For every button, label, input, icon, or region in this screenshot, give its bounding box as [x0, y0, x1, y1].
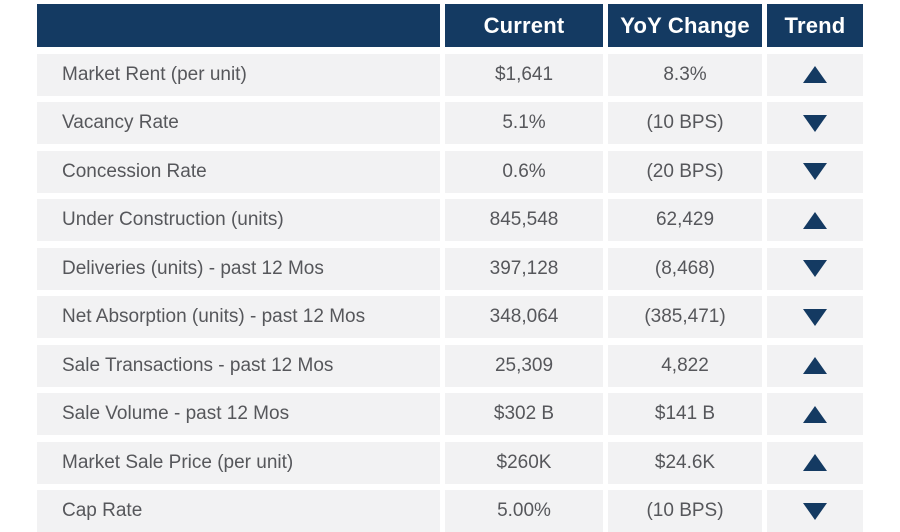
- trend-cell: [767, 344, 863, 387]
- current-value-cell: $302 B: [445, 393, 603, 435]
- trend-cell: [767, 393, 863, 435]
- header-cell-metric: [37, 4, 440, 47]
- trend-up-icon: [803, 211, 827, 229]
- trend-down-icon: [803, 163, 827, 180]
- current-value-cell: 25,309: [445, 344, 603, 387]
- current-value-cell: 5.1%: [445, 102, 603, 144]
- yoy-change-cell: (10 BPS): [608, 102, 762, 144]
- yoy-change-cell: (20 BPS): [608, 150, 762, 193]
- metric-label-cell: Cap Rate: [37, 490, 440, 532]
- metric-label-cell: Market Rent (per unit): [37, 53, 440, 96]
- yoy-change-cell: 62,429: [608, 199, 762, 241]
- metric-label-cell: Vacancy Rate: [37, 102, 440, 144]
- trend-up-icon: [803, 66, 827, 83]
- yoy-change-cell: 4,822: [608, 344, 762, 387]
- current-value-cell: 397,128: [445, 247, 603, 290]
- trend-up-icon: [803, 405, 827, 423]
- trend-cell: [767, 490, 863, 532]
- metric-label-cell: Sale Volume - past 12 Mos: [37, 393, 440, 435]
- metrics-table: Current YoY Change Trend Market Rent (pe…: [37, 4, 863, 532]
- current-value-cell: 845,548: [445, 199, 603, 241]
- metric-label-cell: Sale Transactions - past 12 Mos: [37, 344, 440, 387]
- metric-label-cell: Concession Rate: [37, 150, 440, 193]
- current-value-cell: 348,064: [445, 296, 603, 338]
- yoy-change-cell: (8,468): [608, 247, 762, 290]
- yoy-change-cell: (10 BPS): [608, 490, 762, 532]
- metric-label-cell: Net Absorption (units) - past 12 Mos: [37, 296, 440, 338]
- trend-cell: [767, 296, 863, 338]
- trend-down-icon: [803, 308, 827, 326]
- header-cell-current: Current: [445, 4, 603, 47]
- trend-cell: [767, 441, 863, 484]
- trend-cell: [767, 102, 863, 144]
- yoy-change-cell: (385,471): [608, 296, 762, 338]
- header-cell-yoy-change: YoY Change: [608, 4, 762, 47]
- current-value-cell: 0.6%: [445, 150, 603, 193]
- header-cell-trend: Trend: [767, 4, 863, 47]
- yoy-change-cell: $24.6K: [608, 441, 762, 484]
- trend-down-icon: [803, 260, 827, 277]
- trend-cell: [767, 53, 863, 96]
- trend-cell: [767, 247, 863, 290]
- current-value-cell: $260K: [445, 441, 603, 484]
- trend-down-icon: [803, 114, 827, 132]
- trend-up-icon: [803, 454, 827, 471]
- metric-label-cell: Under Construction (units): [37, 199, 440, 241]
- trend-cell: [767, 150, 863, 193]
- current-value-cell: 5.00%: [445, 490, 603, 532]
- yoy-change-cell: 8.3%: [608, 53, 762, 96]
- trend-down-icon: [803, 502, 827, 520]
- trend-up-icon: [803, 357, 827, 374]
- metric-label-cell: Deliveries (units) - past 12 Mos: [37, 247, 440, 290]
- metric-label-cell: Market Sale Price (per unit): [37, 441, 440, 484]
- current-value-cell: $1,641: [445, 53, 603, 96]
- trend-cell: [767, 199, 863, 241]
- yoy-change-cell: $141 B: [608, 393, 762, 435]
